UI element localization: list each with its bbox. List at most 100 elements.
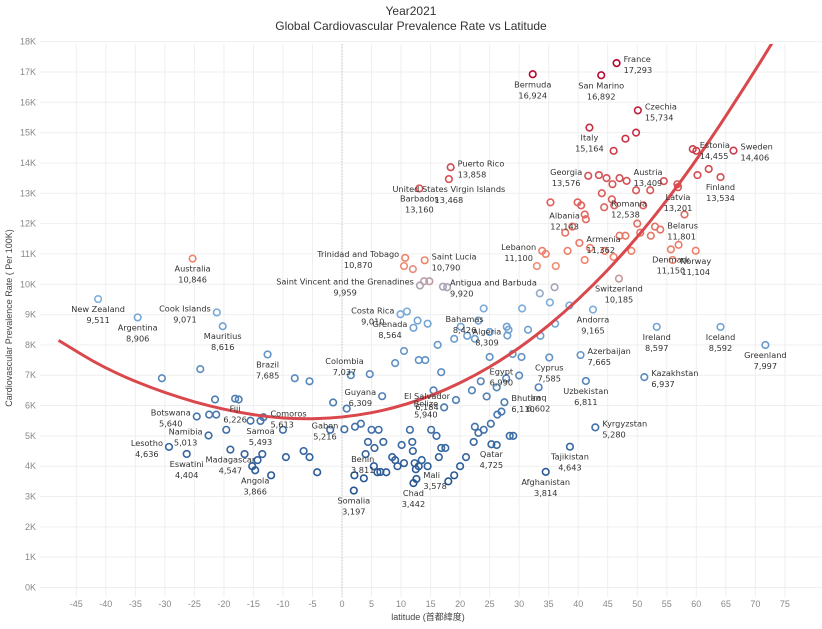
data-point <box>674 240 683 249</box>
data-point <box>240 449 249 459</box>
data-point <box>568 222 577 231</box>
data-point <box>205 410 214 419</box>
x-axis-label: latitude (首都緯度) <box>391 611 465 622</box>
data-point <box>196 365 205 374</box>
data-point <box>456 322 465 331</box>
data-point <box>631 186 641 195</box>
y-tick-label: 7K <box>25 370 36 380</box>
y-tick-label: 9K <box>25 310 36 320</box>
y-tick-label: 16K <box>20 97 36 107</box>
x-tick-label: -30 <box>158 599 171 609</box>
data-point <box>659 177 668 186</box>
point-label-name: Namibia <box>169 426 203 436</box>
data-point <box>532 261 541 271</box>
point-label-name: Puerto Rico <box>458 158 505 168</box>
data-point <box>379 437 388 447</box>
data-point-labeled <box>534 383 543 392</box>
y-axis-label: Cardiovascular Prevalence Rate ( Per 100… <box>4 229 14 407</box>
data-point <box>305 453 314 462</box>
point-label-value: 5,940 <box>414 409 437 419</box>
point-label-name: Ireland <box>643 332 671 342</box>
data-point <box>492 383 501 392</box>
data-point <box>373 468 382 477</box>
data-point-labeled <box>218 322 227 331</box>
point-label-name: Iceland <box>706 332 736 342</box>
data-point-labeled <box>212 308 221 317</box>
point-label-name: Bahamas <box>446 314 484 324</box>
data-point <box>253 456 262 465</box>
data-point-labeled <box>576 350 585 360</box>
point-label-value: 3,442 <box>402 499 425 509</box>
data-point-labeled <box>438 282 448 291</box>
point-label-value: 6,110 <box>511 404 534 414</box>
data-point <box>346 371 355 380</box>
point-label-name: Latvia <box>666 192 691 202</box>
data-point <box>609 252 618 262</box>
point-label-value: 3,814 <box>534 488 557 498</box>
point-label-value: 9,165 <box>581 326 604 336</box>
point-label-value: 13,160 <box>405 204 434 214</box>
y-tick-label: 15K <box>20 128 36 138</box>
data-point <box>408 264 417 274</box>
data-point <box>479 425 488 434</box>
point-label-value: 7,665 <box>588 357 611 367</box>
data-point-labeled <box>633 106 642 115</box>
point-label-value: 6,602 <box>527 403 550 413</box>
trend-line <box>57 44 774 421</box>
data-point-labeled <box>541 467 550 476</box>
data-point <box>305 377 314 386</box>
data-point-labeled <box>528 70 537 79</box>
x-tick-label: -35 <box>129 599 142 609</box>
data-point <box>329 398 338 407</box>
y-tick-label: 3K <box>25 492 36 502</box>
data-point-labeled <box>378 392 387 401</box>
point-label-value: 4,643 <box>558 463 581 473</box>
data-point <box>427 425 436 434</box>
data-point <box>535 289 544 298</box>
point-label-value: 9,511 <box>86 315 109 325</box>
data-point-labeled <box>415 184 424 193</box>
data-point-labeled <box>585 123 594 132</box>
point-label-name: Kazakhstan <box>651 368 698 378</box>
y-tick-label: 1K <box>25 552 36 562</box>
point-label-name: United States Virgin Islands <box>392 184 505 194</box>
data-point <box>469 437 478 447</box>
point-label-value: 6,226 <box>223 415 246 425</box>
point-label-value: 4,636 <box>135 449 158 459</box>
point-label-value: 13,576 <box>552 178 581 188</box>
data-point-labeled <box>485 327 494 337</box>
data-point-labeled <box>688 145 697 154</box>
point-label-name: Cyprus <box>535 362 564 372</box>
data-point <box>374 425 383 434</box>
data-point-labeled <box>420 256 429 265</box>
data-point <box>222 425 231 434</box>
data-point <box>550 283 559 292</box>
x-tick-label: -10 <box>276 599 289 609</box>
point-label-name: Denmark <box>652 254 690 264</box>
point-label-value: 7,585 <box>538 373 561 383</box>
point-label-name: Angola <box>241 475 269 485</box>
data-point-labeled <box>581 215 590 224</box>
data-point-labeled <box>652 322 661 331</box>
point-label-name: Norway <box>680 256 711 266</box>
x-tick-label: -5 <box>308 599 316 609</box>
point-label-name: Brazil <box>256 359 279 369</box>
data-point <box>563 246 572 255</box>
data-point <box>290 374 299 383</box>
point-label-name: San Marino <box>578 80 624 90</box>
data-point <box>505 431 514 440</box>
chart-title: Year2021 <box>385 4 437 18</box>
point-label-value: 9,959 <box>333 287 356 297</box>
point-label-name: Fiji <box>230 404 241 414</box>
data-point <box>602 174 611 183</box>
point-label-name: Qatar <box>480 449 504 459</box>
data-point <box>413 316 422 325</box>
point-label-value: 14,406 <box>741 153 770 163</box>
data-point-labeled <box>575 238 584 248</box>
data-point-labeled <box>188 254 197 263</box>
point-label-value: 6,937 <box>651 379 674 389</box>
point-label-name: Saint Vincent and the Grenadines <box>276 276 414 286</box>
data-point <box>425 277 434 286</box>
